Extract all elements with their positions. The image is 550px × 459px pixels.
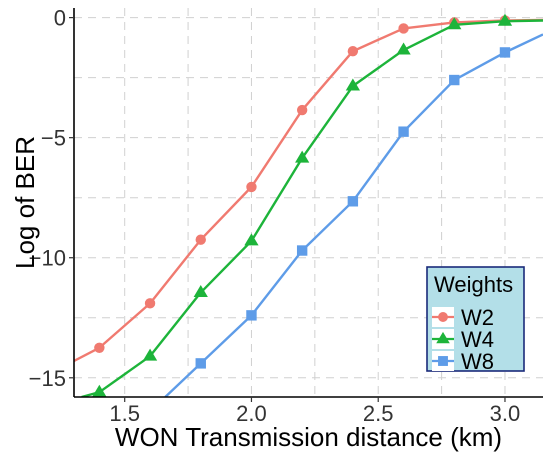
data-point-w8 <box>246 310 257 321</box>
y-tick-label: 0 <box>54 6 66 31</box>
axes <box>73 8 543 398</box>
data-point-w8 <box>449 74 460 86</box>
legend-item-w4: W4 <box>432 327 494 352</box>
series-w4 <box>81 13 543 397</box>
data-point-w8 <box>195 358 206 369</box>
x-tick-label: 2.5 <box>363 401 394 426</box>
data-point-w2 <box>296 104 308 116</box>
data-point-w8 <box>499 47 511 58</box>
data-point-w4 <box>244 233 259 246</box>
data-point-w4 <box>345 78 360 91</box>
x-axis-title: WON Transmission distance (km) <box>115 422 502 452</box>
data-point-w4 <box>142 348 158 361</box>
legend-label: W2 <box>461 305 494 330</box>
x-tick-label: 1.5 <box>109 401 140 426</box>
y-tick-label: −10 <box>29 246 66 271</box>
data-point-w8 <box>347 196 359 207</box>
data-point-w4 <box>447 17 462 30</box>
y-axis-title: Log of BER <box>10 136 40 269</box>
legend-label: W8 <box>461 349 494 374</box>
legend-item-w8: W8 <box>432 349 494 374</box>
data-point-w2 <box>94 342 105 353</box>
legend-label: W4 <box>461 327 494 352</box>
series-w2 <box>74 15 543 363</box>
series-w8 <box>164 33 543 397</box>
data-point-w2 <box>398 23 409 34</box>
legend-key-marker <box>438 356 448 366</box>
data-point-w4 <box>92 384 107 397</box>
data-point-w2 <box>195 234 206 245</box>
data-point-w4 <box>295 150 310 163</box>
data-point-w2 <box>246 181 257 193</box>
data-point-w4 <box>193 285 208 298</box>
series-layer <box>74 13 543 397</box>
legend-item-w2: W2 <box>432 305 494 330</box>
data-point-w8 <box>296 245 308 256</box>
data-point-w2 <box>144 298 156 309</box>
x-tick-label: 3.0 <box>490 401 521 426</box>
legend-key-marker <box>436 331 450 344</box>
tick-labels: 1.5 2.0 2.5 3.0 0 −5 −10 −15 <box>29 6 521 426</box>
data-point-w2 <box>347 46 359 57</box>
x-tick-label: 2.0 <box>236 401 267 426</box>
y-tick-label: −15 <box>29 366 66 391</box>
data-point-w4 <box>396 42 411 55</box>
data-point-w8 <box>398 126 409 137</box>
data-point-w4 <box>497 13 513 26</box>
legend-key-marker <box>438 312 448 322</box>
y-tick-label: −5 <box>41 126 66 151</box>
legend-title: Weights <box>434 272 513 297</box>
